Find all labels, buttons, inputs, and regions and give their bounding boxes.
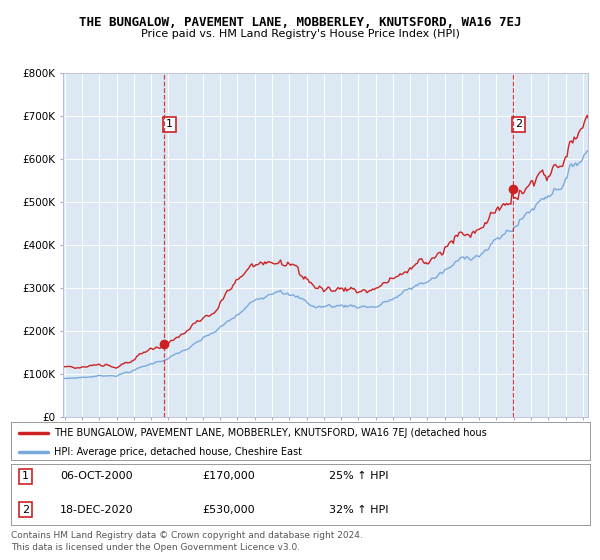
Text: 1: 1	[166, 119, 173, 129]
Text: 1: 1	[22, 472, 29, 482]
Text: 18-DEC-2020: 18-DEC-2020	[60, 505, 134, 515]
Text: 2: 2	[22, 505, 29, 515]
Text: THE BUNGALOW, PAVEMENT LANE, MOBBERLEY, KNUTSFORD, WA16 7EJ (detached hous: THE BUNGALOW, PAVEMENT LANE, MOBBERLEY, …	[54, 428, 487, 438]
Text: £170,000: £170,000	[202, 472, 254, 482]
Text: HPI: Average price, detached house, Cheshire East: HPI: Average price, detached house, Ches…	[54, 447, 302, 457]
Text: 32% ↑ HPI: 32% ↑ HPI	[329, 505, 389, 515]
Text: This data is licensed under the Open Government Licence v3.0.: This data is licensed under the Open Gov…	[11, 543, 300, 552]
Text: Contains HM Land Registry data © Crown copyright and database right 2024.: Contains HM Land Registry data © Crown c…	[11, 531, 362, 540]
Text: 25% ↑ HPI: 25% ↑ HPI	[329, 472, 389, 482]
Text: 06-OCT-2000: 06-OCT-2000	[60, 472, 133, 482]
Text: THE BUNGALOW, PAVEMENT LANE, MOBBERLEY, KNUTSFORD, WA16 7EJ: THE BUNGALOW, PAVEMENT LANE, MOBBERLEY, …	[79, 16, 521, 29]
Text: £530,000: £530,000	[202, 505, 254, 515]
Text: Price paid vs. HM Land Registry's House Price Index (HPI): Price paid vs. HM Land Registry's House …	[140, 29, 460, 39]
Text: 2: 2	[515, 119, 522, 129]
